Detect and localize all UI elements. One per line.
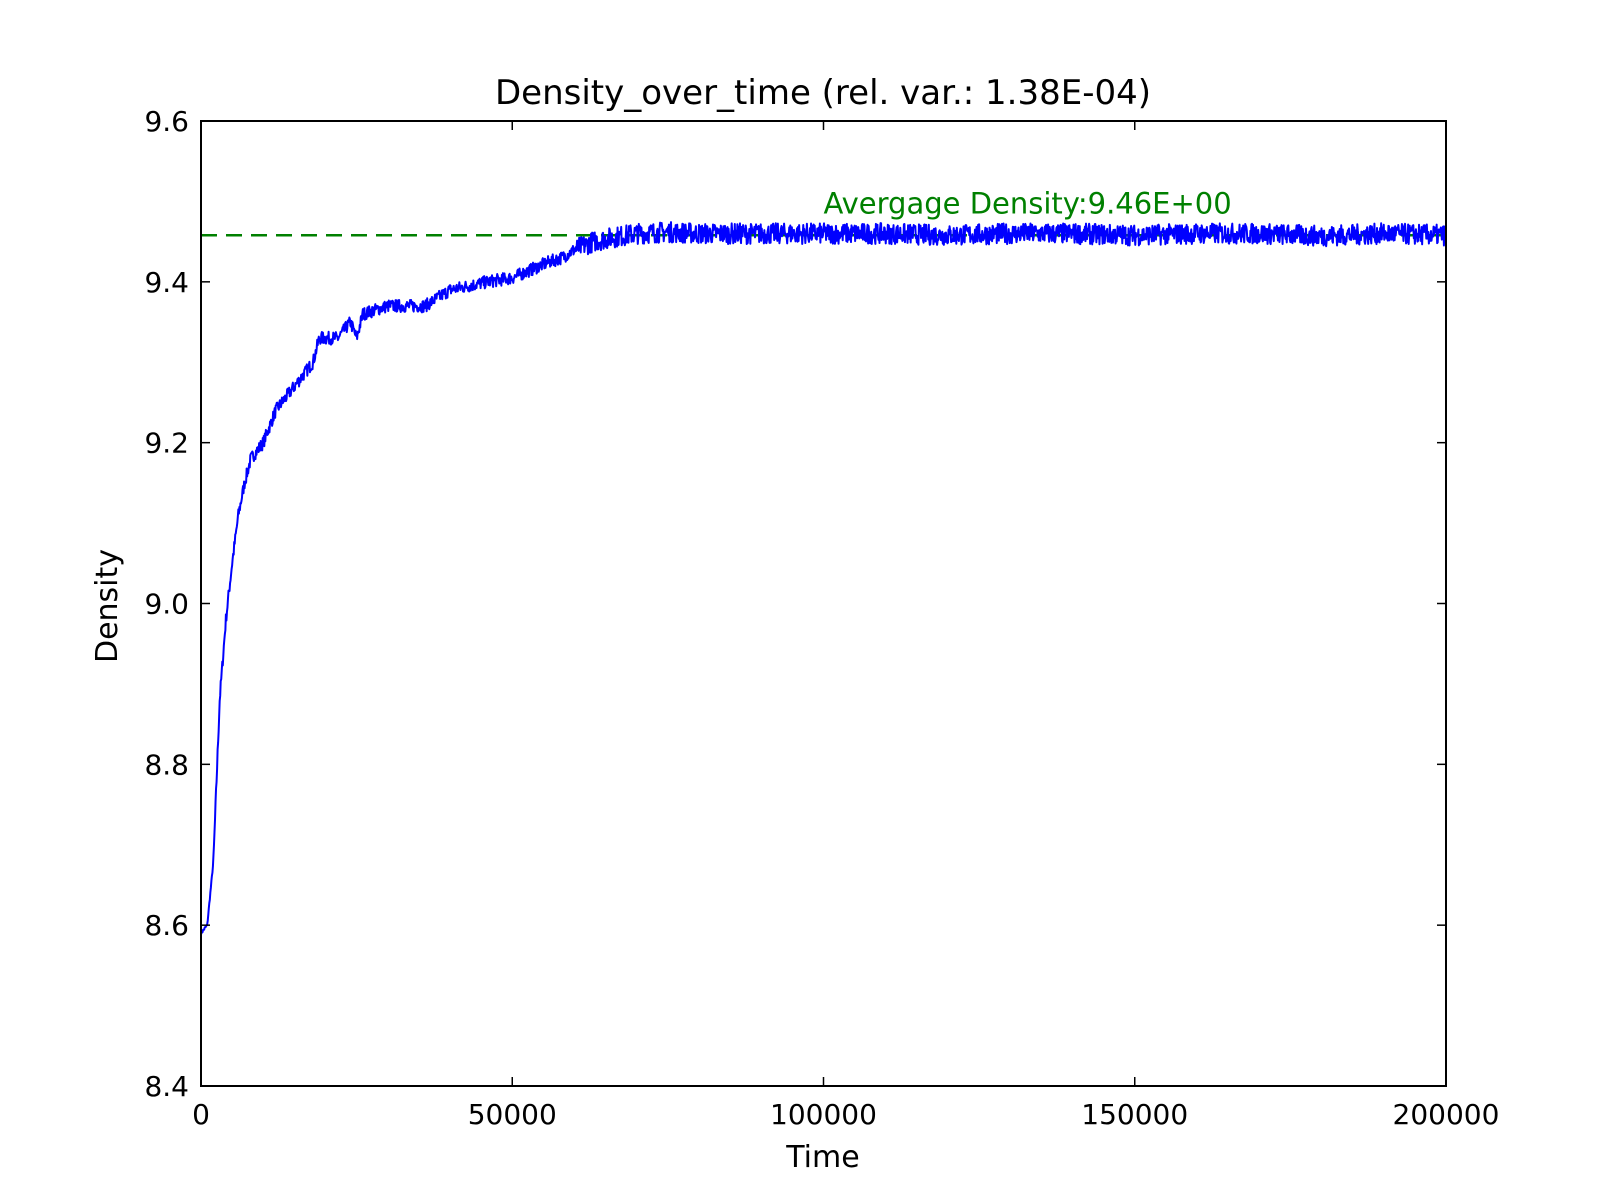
x-axis: 0 50000 100000 150000 200000 bbox=[192, 121, 1499, 1131]
density-series-line bbox=[201, 221, 1446, 935]
y-tick-label: 9.2 bbox=[144, 427, 189, 460]
y-axis: 8.4 8.6 8.8 9.0 9.2 9.4 9.6 bbox=[144, 105, 1446, 1103]
plot-frame bbox=[200, 120, 1447, 1087]
y-axis-label: Density bbox=[90, 549, 125, 663]
chart-title: Density_over_time (rel. var.: 1.38E-04) bbox=[495, 73, 1151, 113]
y-tick-label: 8.4 bbox=[144, 1070, 189, 1103]
x-tick-label: 0 bbox=[192, 1098, 210, 1131]
x-tick-label: 150000 bbox=[1081, 1098, 1188, 1131]
average-density-annotation: Avergage Density:9.46E+00 bbox=[824, 186, 1232, 220]
plot-area bbox=[201, 221, 1446, 935]
x-tick-label: 50000 bbox=[468, 1098, 557, 1131]
x-tick-label: 200000 bbox=[1393, 1098, 1500, 1131]
y-tick-label: 8.6 bbox=[144, 909, 189, 942]
y-tick-label: 9.6 bbox=[144, 105, 189, 138]
x-tick-label: 100000 bbox=[770, 1098, 877, 1131]
y-tick-label: 8.8 bbox=[144, 748, 189, 781]
y-tick-label: 9.0 bbox=[144, 588, 189, 621]
y-tick-label: 9.4 bbox=[144, 266, 189, 299]
x-axis-label: Time bbox=[785, 1140, 859, 1175]
